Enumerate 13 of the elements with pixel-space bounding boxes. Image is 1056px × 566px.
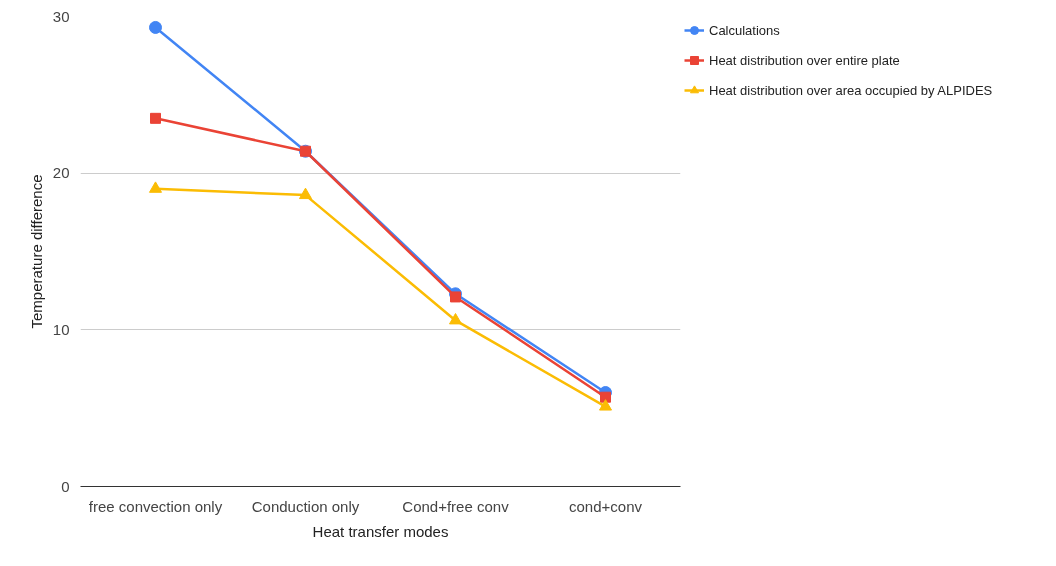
y-tick-label: 0 bbox=[61, 477, 70, 495]
x-tick-label: Conduction only bbox=[251, 497, 360, 515]
legend-label: Heat distribution over area occupied by ALPIDES bbox=[709, 82, 993, 98]
y-tick-label: 10 bbox=[52, 320, 70, 338]
legend-label: Heat distribution over entire plate bbox=[709, 52, 900, 68]
y-axis-title: Temperature difference bbox=[27, 174, 45, 329]
x-tick-label: Cond+free conv bbox=[402, 497, 510, 515]
y-tick-label: 20 bbox=[52, 164, 70, 182]
x-tick-label: free convection only bbox=[88, 497, 223, 515]
x-axis-title: Heat transfer modes bbox=[312, 522, 449, 540]
y-tick-label: 30 bbox=[52, 7, 70, 25]
legend-label: Calculations bbox=[709, 22, 780, 38]
x-tick-label: cond+conv bbox=[569, 497, 643, 515]
